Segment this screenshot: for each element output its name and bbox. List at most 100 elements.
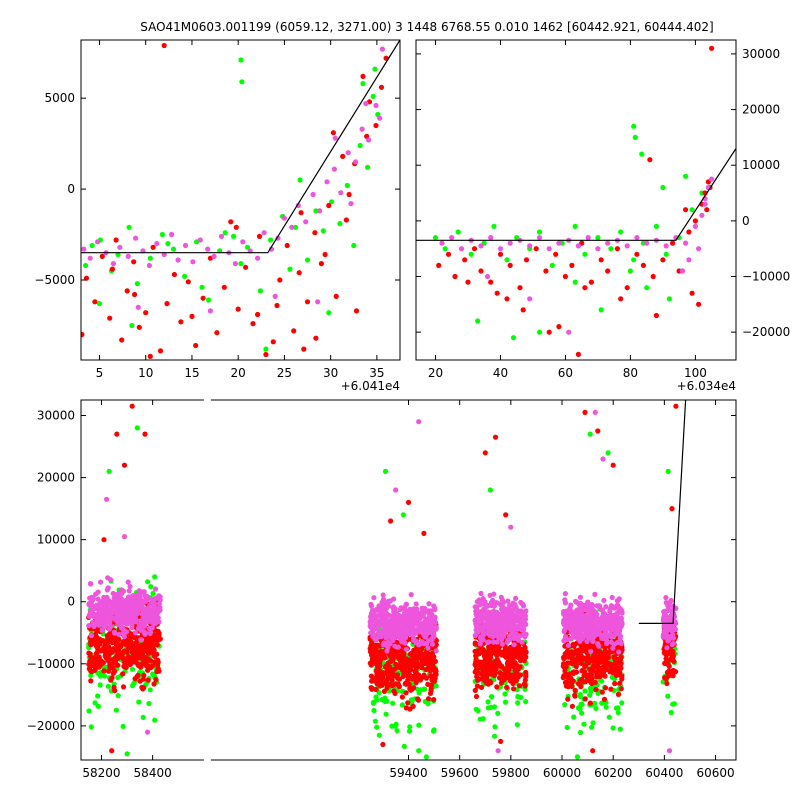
point-magenta [668,597,674,604]
point-red [415,697,421,703]
point-red [147,353,153,359]
point-magenta [672,626,678,632]
point-magenta [595,246,601,252]
point-red [610,462,616,468]
point-magenta [490,634,496,640]
point-red [403,690,409,696]
point-green [106,468,112,474]
point-magenta [197,237,203,243]
point-magenta [579,634,585,640]
point-red [140,656,146,662]
point-magenta [478,601,484,608]
point-green [222,230,228,236]
point-green [603,704,609,710]
point-red [474,683,480,689]
point-red [318,261,324,267]
point-magenta [110,590,116,597]
point-magenta [402,623,408,629]
point-magenta [142,617,148,624]
point-magenta [111,629,117,635]
point-magenta [585,615,591,621]
point-magenta [93,591,99,597]
point-green [199,284,205,290]
point-red [499,678,505,684]
point-magenta [508,524,514,530]
point-magenta [477,641,483,647]
point-red [144,637,150,643]
axes-frame [80,39,401,361]
point-magenta [88,632,95,639]
point-magenta [481,632,487,638]
point-green [423,754,429,760]
point-red [568,675,574,681]
point-red [407,686,413,692]
point-green [689,207,695,213]
point-magenta [116,631,122,637]
point-magenta [527,243,533,249]
point-red [154,662,161,669]
point-magenta [516,609,522,615]
point-red [521,681,528,687]
point-green [124,751,130,757]
point-red [421,530,427,537]
point-red [582,285,588,291]
y-tick-label: 0 [67,595,75,609]
point-red [510,686,517,692]
point-green [488,704,494,710]
point-magenta [331,166,337,172]
point-green [165,241,171,247]
point-magenta [661,618,667,624]
point-magenta [613,628,619,635]
point-red [127,661,133,668]
point-magenta [106,615,112,621]
point-green [495,710,501,717]
point-red [501,653,507,659]
point-magenta [510,600,516,606]
point-red [517,285,523,291]
point-magenta [592,409,598,415]
point-red [193,342,199,349]
point-green [416,748,422,754]
x-tick-label: 59600 [441,766,479,780]
point-magenta [576,615,582,622]
point-magenta [618,640,624,647]
point-magenta [663,243,669,249]
point-magenta [115,591,121,597]
point-green [120,723,126,730]
point-red [301,346,307,352]
point-green [92,700,98,706]
point-red [243,264,249,270]
point-magenta [121,534,128,540]
point-magenta [602,624,609,630]
point-green [239,79,245,85]
point-magenta [86,613,92,620]
point-magenta [379,46,385,52]
point-red [143,647,149,653]
point-green [589,724,595,730]
point-red [392,651,398,657]
point-magenta [474,599,480,605]
point-red [360,73,366,79]
point-magenta [556,240,562,246]
point-red [663,661,670,667]
point-red [601,669,607,676]
point-magenta [383,615,389,621]
point-green [97,682,103,688]
point-red [136,663,142,669]
model-line [81,40,400,254]
point-magenta [604,640,610,647]
point-magenta [507,612,513,618]
point-red [154,669,160,675]
point-magenta [683,240,689,246]
point-magenta [207,308,213,314]
point-green [549,262,556,268]
point-magenta [117,598,123,604]
point-red [106,668,112,674]
point-red [580,648,586,654]
point-red [594,674,600,680]
point-red [274,302,280,309]
x-tick-label: 80 [623,366,638,380]
point-red [582,696,588,702]
point-magenta [624,243,630,249]
point-magenta [390,618,397,624]
